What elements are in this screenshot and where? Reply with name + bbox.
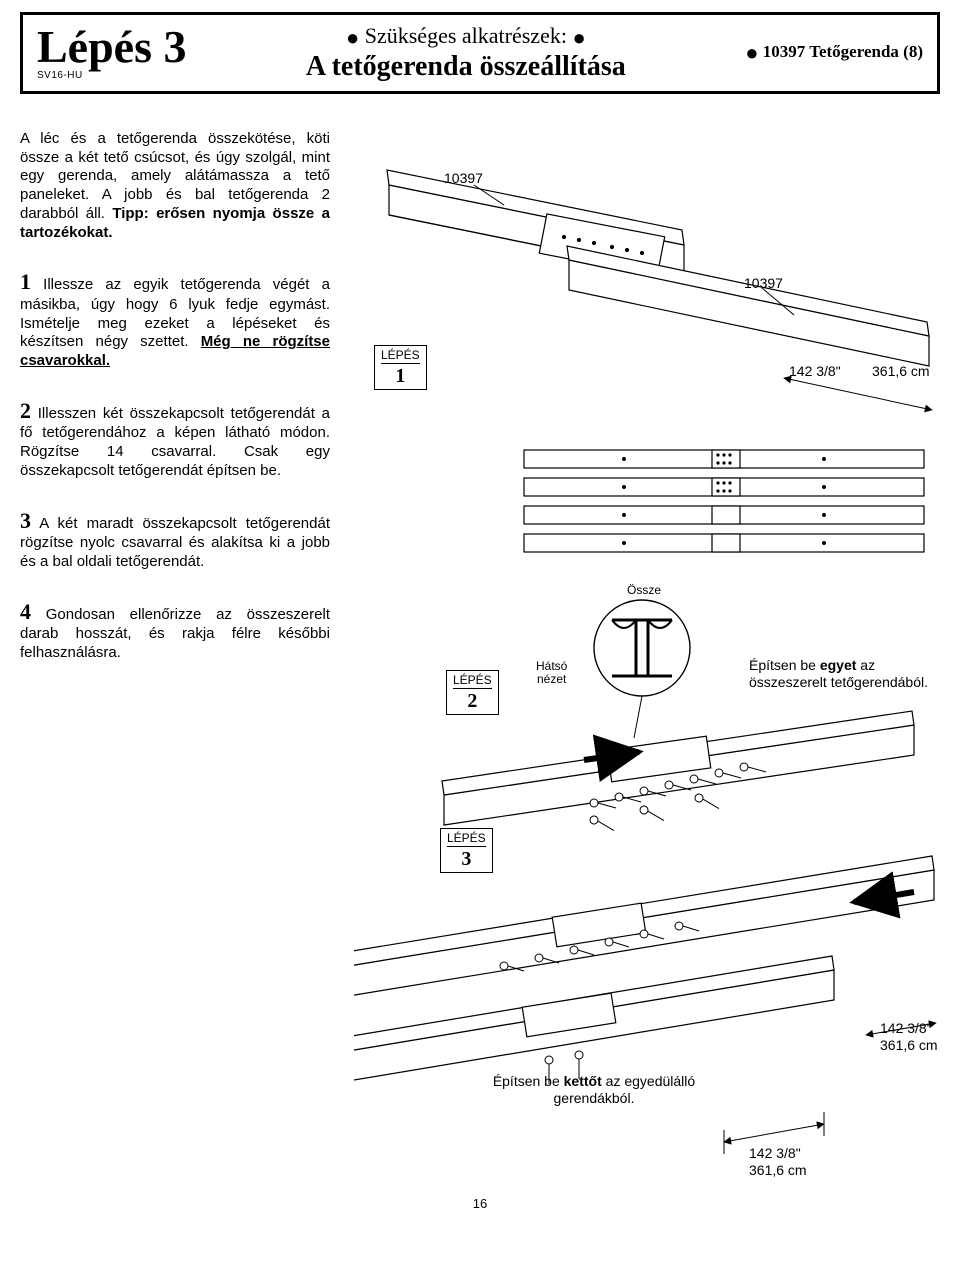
assembly-diagram: LÉPÉS 1 LÉPÉS 2 LÉPÉS 3 10397 10397 142 … <box>354 130 954 1190</box>
header-parts: ● 10397 Tetőgerenda (8) <box>745 40 923 66</box>
step-3-text: 3 A két maradt összekapcsolt tetőgerendá… <box>20 507 330 572</box>
label-circle-side: Hátsó nézet <box>536 660 567 686</box>
left-column: A léc és a tetőgerenda összekötése, köti… <box>20 130 330 1190</box>
step-4-text: 4 Gondosan ellenőrizze az összeszerelt d… <box>20 598 330 663</box>
header-center: ● Szükséges alkatrészek: ● A tetőgerenda… <box>207 23 726 83</box>
header-left: Lépés 3 SV16-HU <box>37 24 187 81</box>
header-main-title: A tetőgerenda összeállítása <box>207 51 726 83</box>
page-grid: A léc és a tetőgerenda összekötése, köti… <box>20 130 940 1190</box>
step-box-3: LÉPÉS 3 <box>440 828 493 873</box>
label-dim2a: 142 3/8" <box>749 1145 801 1161</box>
label-dim3a: 142 3/8" <box>880 1020 932 1036</box>
page-number: 16 <box>20 1196 940 1211</box>
label-part-right: 10397 <box>744 275 783 291</box>
label-note-bottom: Építsen be kettőt az egyedülálló gerendá… <box>484 1073 704 1108</box>
step-code: SV16-HU <box>37 70 187 81</box>
label-dim1a: 142 3/8" <box>789 363 841 379</box>
bullet-icon: ● <box>572 25 585 50</box>
step-title: Lépés 3 <box>37 24 187 70</box>
label-dim1b: 361,6 cm <box>872 363 930 379</box>
bullet-icon: ● <box>745 40 758 65</box>
header-subtitle-text: Szükséges alkatrészek: <box>365 23 567 48</box>
bullet-icon: ● <box>346 25 359 50</box>
step-2-text: 2 Illesszen két összekapcsolt tetőgerend… <box>20 397 330 481</box>
header-box: Lépés 3 SV16-HU ● Szükséges alkatrészek:… <box>20 12 940 94</box>
label-note-right: Építsen be egyet az összeszerelt tetőger… <box>749 657 939 692</box>
step-box-2: LÉPÉS 2 <box>446 670 499 715</box>
step-box-1: LÉPÉS 1 <box>374 345 427 390</box>
right-column: LÉPÉS 1 LÉPÉS 2 LÉPÉS 3 10397 10397 142 … <box>354 130 954 1190</box>
step-1-text: 1 Illessze az egyik tetőgerenda végét a … <box>20 268 330 371</box>
intro-text: A léc és a tetőgerenda összekötése, köti… <box>20 130 330 243</box>
label-dim3b: 361,6 cm <box>880 1037 938 1053</box>
label-part-left: 10397 <box>444 170 483 186</box>
header-parts-text: 10397 Tetőgerenda (8) <box>763 42 923 61</box>
header-subtitle: ● Szükséges alkatrészek: ● <box>207 23 726 51</box>
label-dim2b: 361,6 cm <box>749 1162 807 1178</box>
label-circle-top: Össze <box>627 584 661 597</box>
